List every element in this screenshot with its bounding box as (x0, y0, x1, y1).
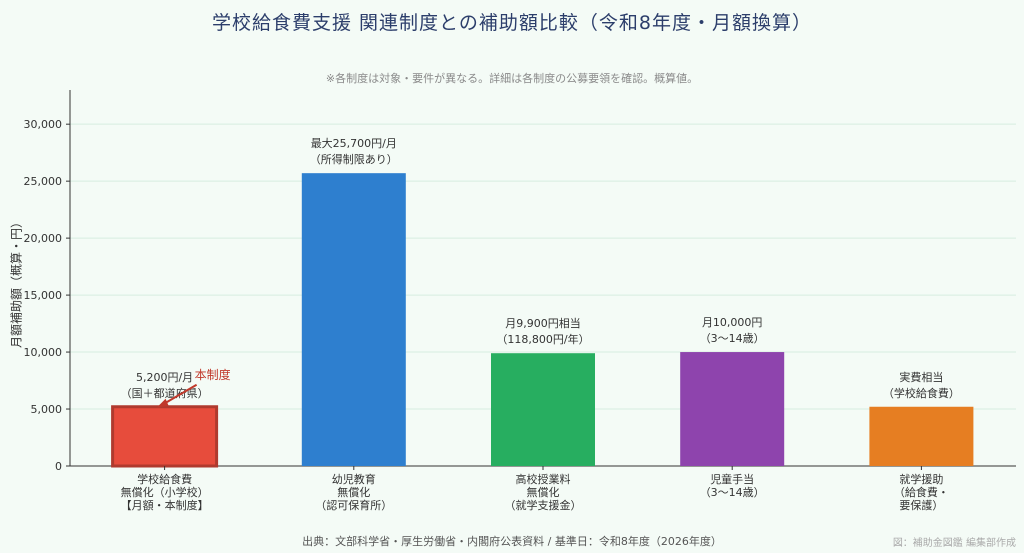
x-tick-label: 無償化（小学校） (121, 485, 209, 499)
source-note: 出典：文部科学省・厚生労働省・内閣府公表資料 / 基準日：令和8年度（2026年… (302, 535, 722, 548)
y-tick-label: 25,000 (24, 175, 63, 188)
annotation-label: 本制度 (195, 367, 231, 382)
x-tick-label: 高校授業料 (516, 472, 571, 486)
data-label: 5,200円/月 (136, 371, 193, 384)
x-tick-label: （3〜14歳） (700, 486, 765, 499)
credit-note: 図：補助金図鑑 編集部作成 (892, 538, 1016, 549)
bar (491, 353, 595, 466)
x-tick-label: 無償化 (337, 485, 370, 499)
y-tick-label: 20,000 (24, 232, 63, 245)
data-label: （国＋都道府県） (121, 386, 209, 400)
bar (869, 406, 974, 466)
data-label: （所得制限あり） (310, 153, 398, 166)
y-tick-label: 0 (55, 460, 62, 473)
data-label: 実費相当 (899, 370, 943, 384)
y-tick-label: 10,000 (24, 346, 63, 359)
y-tick-label: 5,000 (31, 403, 63, 416)
x-tick-label: （給食費・ (894, 485, 949, 499)
bar (680, 352, 785, 466)
x-tick-label: 就学援助 (899, 472, 943, 486)
bar (111, 405, 219, 468)
y-tick-label: 15,000 (24, 289, 63, 302)
data-label: 月9,900円相当 (505, 316, 581, 330)
x-tick-label: 【月額・本制度】 (121, 498, 209, 512)
chart-title: 学校給食費支援 関連制度との補助額比較（令和8年度・月額換算） (212, 12, 812, 34)
annotation-arrowhead (156, 398, 169, 408)
x-tick-label: 児童手当 (710, 472, 754, 486)
x-tick-label: 学校給食費 (137, 472, 192, 486)
data-label: 月10,000円 (702, 316, 763, 329)
x-tick-label: （認可保育所） (315, 498, 392, 512)
x-tick-label: 幼児教育 (332, 472, 376, 486)
x-tick-label: （就学支援金） (505, 498, 582, 512)
data-label: （3〜14歳） (700, 332, 765, 345)
x-tick-label: 無償化 (527, 485, 560, 499)
data-label: （118,800円/年） (496, 332, 589, 346)
data-label: 最大25,700円/月 (311, 136, 397, 150)
x-tick-label: 要保護） (899, 498, 943, 512)
data-label: （学校給食費） (883, 386, 960, 400)
bar (301, 173, 406, 466)
y-tick-label: 30,000 (24, 118, 63, 131)
chart-note: ※各制度は対象・要件が異なる。詳細は各制度の公募要領を確認。概算値。 (325, 72, 699, 85)
